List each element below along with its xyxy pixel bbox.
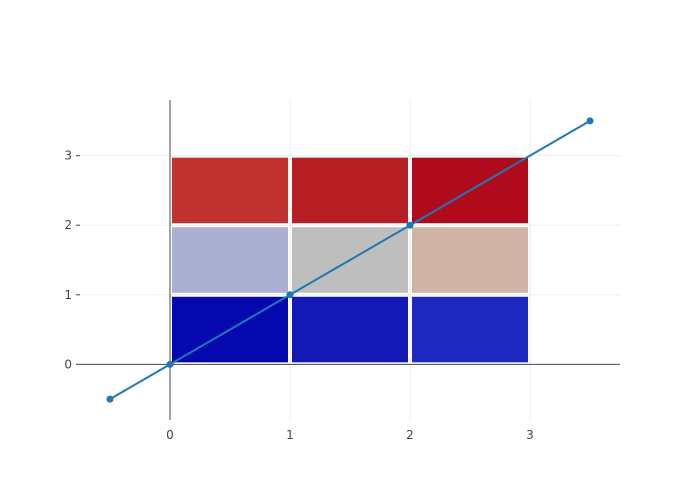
heatmap-cell-0-1 [172, 227, 288, 293]
x-tick-label-0: 0 [166, 428, 174, 442]
tick-layer: 0 1 2 3 0 1 2 3 [64, 149, 533, 442]
series-point-0-2 [286, 291, 294, 299]
series-point-0-3 [406, 221, 414, 229]
heatmap-layer [172, 157, 528, 363]
x-tick-label-3: 3 [526, 428, 534, 442]
x-tick-label-1: 1 [286, 428, 294, 442]
heatmap-cell-2-1 [412, 227, 528, 293]
heatmap-cell-0-2 [172, 157, 288, 224]
y-tick-label-3: 3 [64, 149, 72, 163]
y-tick-label-2: 2 [64, 218, 72, 232]
series-point-0-0 [106, 395, 114, 403]
series-point-0-1 [166, 360, 174, 368]
y-tick-label-0: 0 [64, 357, 72, 371]
series-layer [106, 117, 594, 403]
y-tick-label-1: 1 [64, 288, 72, 302]
x-tick-label-2: 2 [406, 428, 414, 442]
heatmap-cell-1-2 [292, 157, 408, 224]
heatmap-cell-1-0 [292, 296, 408, 363]
series-point-0-4 [586, 117, 594, 125]
heatmap-cell-2-0 [412, 296, 528, 363]
